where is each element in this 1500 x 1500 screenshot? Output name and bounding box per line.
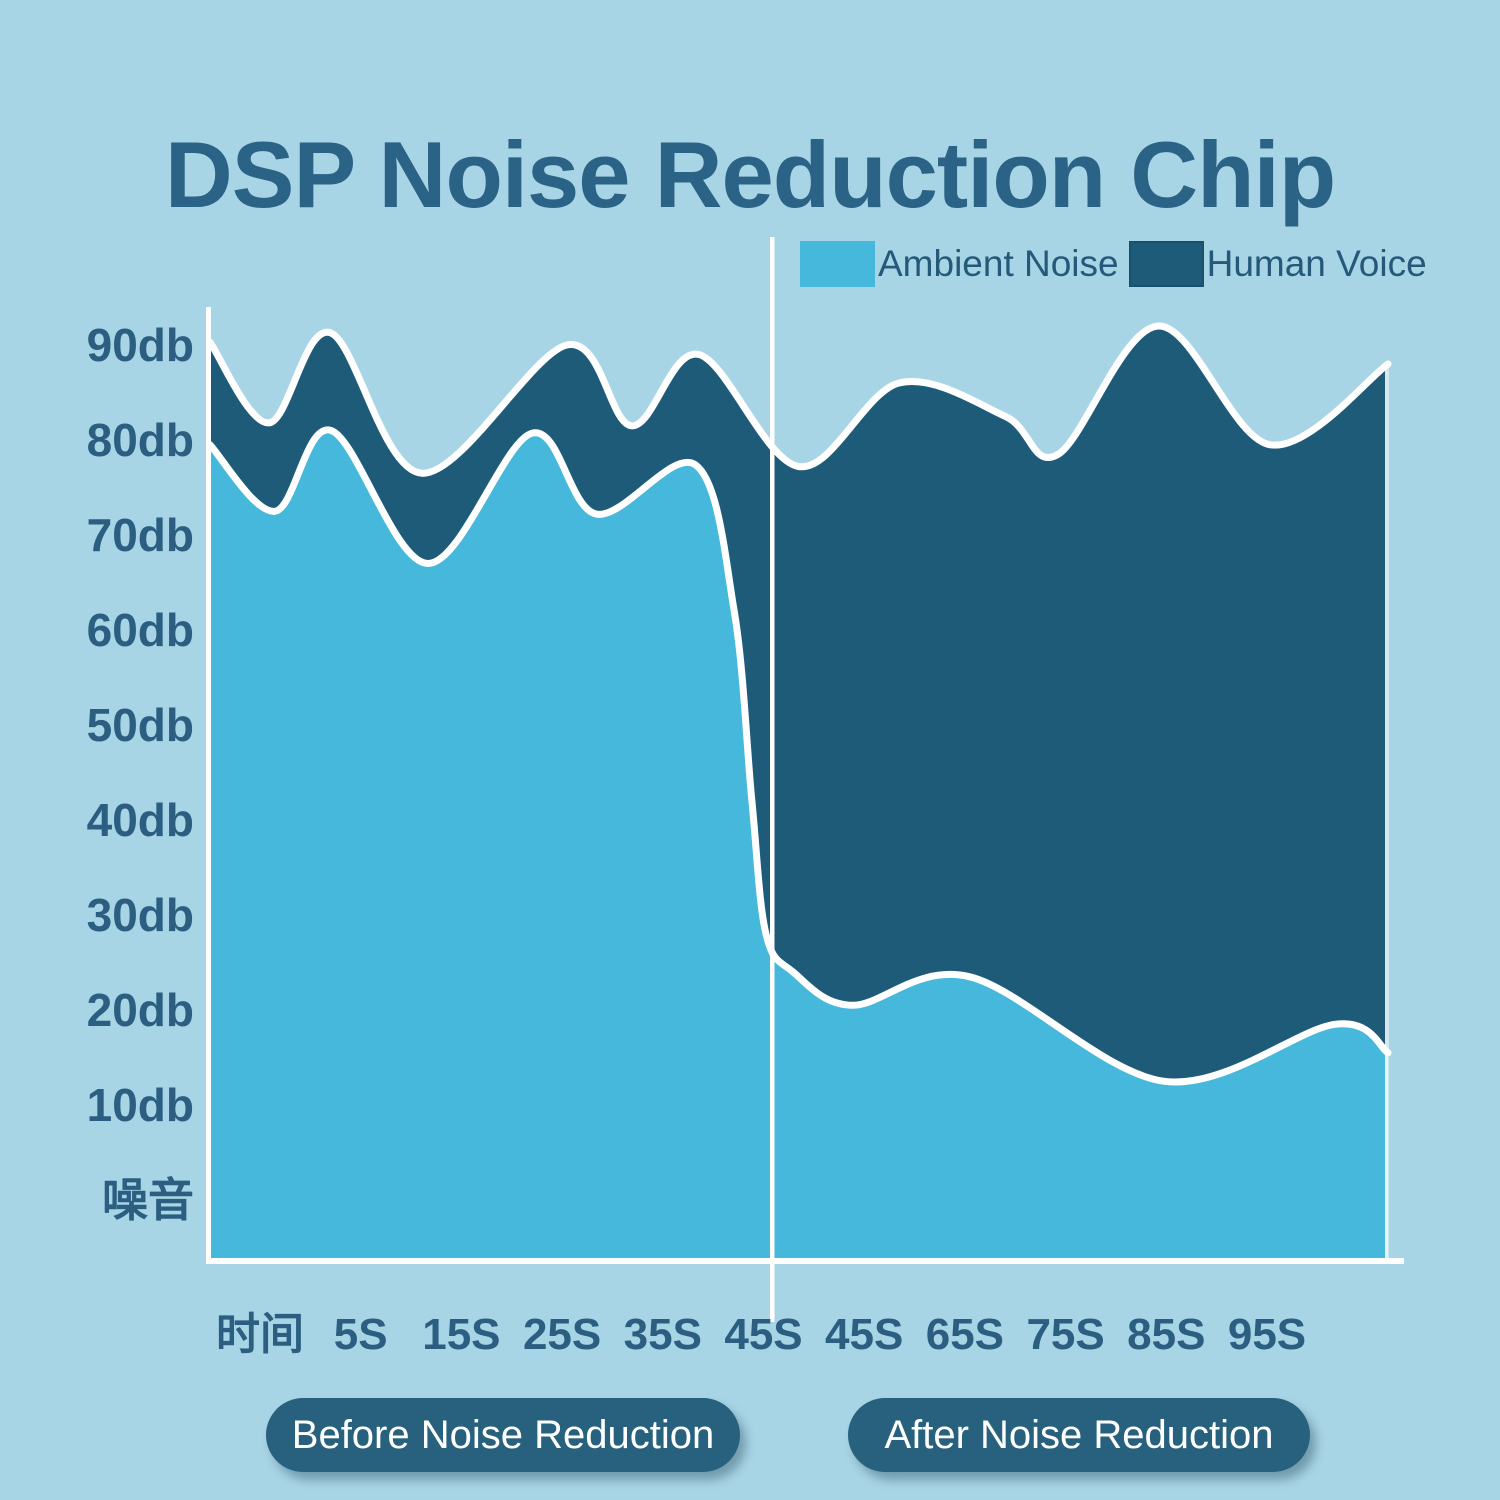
human-voice-curve — [206, 322, 1392, 477]
legend-item-ambient-noise: Ambient Noise — [800, 241, 1129, 287]
ambient-noise-area — [210, 429, 1388, 1264]
legend-label-ambient-noise: Ambient Noise — [878, 243, 1119, 284]
legend-label-human-voice: Human Voice — [1206, 243, 1427, 284]
legend-swatch-human-voice — [1128, 241, 1204, 287]
chart-right-edge-line — [1385, 362, 1389, 1264]
y-axis-line — [206, 307, 211, 1264]
divider-line — [770, 237, 775, 1322]
after-noise-reduction-button[interactable]: After Noise Reduction — [848, 1398, 1310, 1472]
x-baseline-line — [206, 1258, 1404, 1264]
before-noise-reduction-button[interactable]: Before Noise Reduction — [266, 1398, 740, 1472]
ambient-noise-curve — [206, 426, 1392, 1086]
legend-swatch-ambient-noise — [800, 241, 875, 287]
legend-item-human-voice: Human Voice — [1128, 241, 1437, 287]
page-title: DSP Noise Reduction Chip — [164, 121, 1336, 227]
legend: Ambient Noise Human Voice — [800, 239, 1437, 289]
